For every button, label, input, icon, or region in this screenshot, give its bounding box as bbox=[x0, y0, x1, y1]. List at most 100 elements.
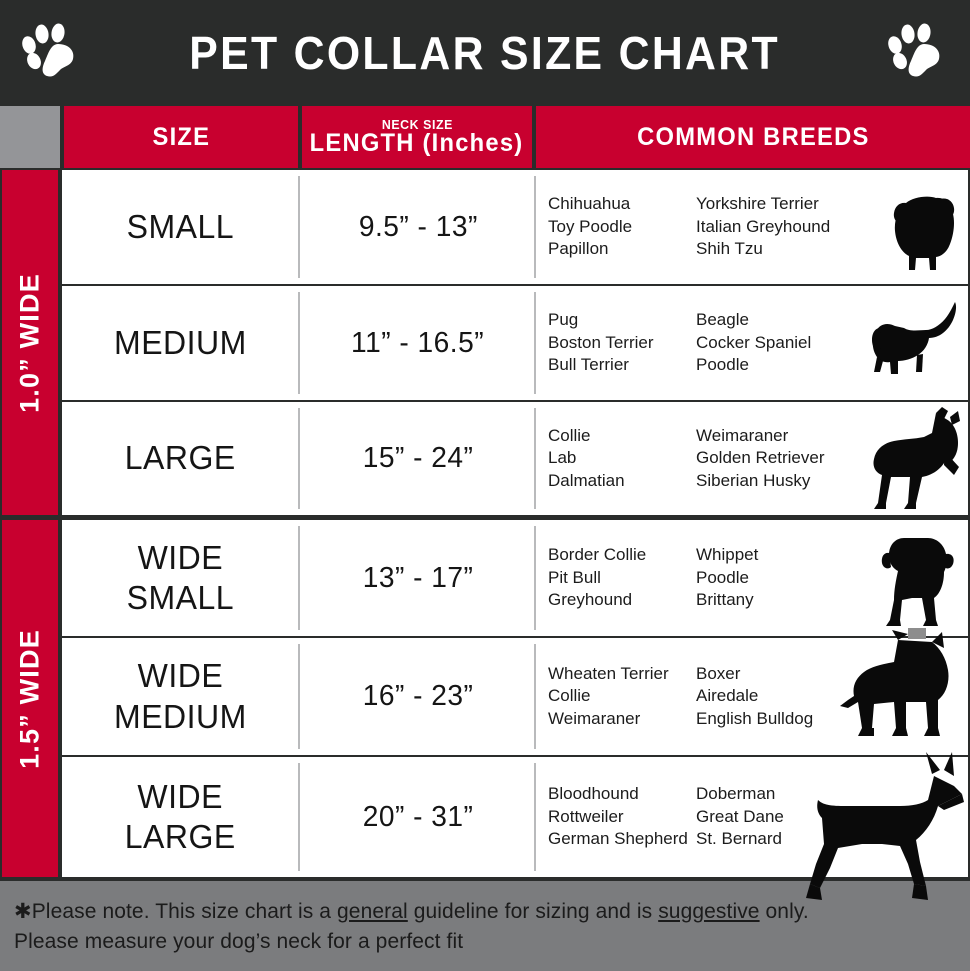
column-divider bbox=[298, 526, 300, 630]
breed-columns: Border Collie Pit Bull Greyhound Whippet… bbox=[548, 544, 856, 612]
footer-note-line-2: Please measure your dog’s neck for a per… bbox=[14, 930, 464, 954]
table-row[interactable]: LARGE 15” - 24” Collie Lab Dalmatian Wei… bbox=[62, 402, 968, 515]
row-breeds-cell: Bloodhound Rottweiler German Shepherd Do… bbox=[536, 757, 968, 877]
footer-line1-part-c: only. bbox=[759, 900, 809, 923]
column-divider bbox=[534, 408, 536, 509]
table-row[interactable]: MEDIUM 11” - 16.5” Pug Boston Terrier Bu… bbox=[62, 286, 968, 400]
row-size-label: SMALL bbox=[126, 207, 234, 245]
row-length-cell: 9.5” - 13” bbox=[302, 170, 534, 284]
breed-columns: Pug Boston Terrier Bull Terrier Beagle C… bbox=[548, 309, 856, 377]
table-row[interactable]: WIDE MEDIUM 16” - 23” Wheaten Terrier Co… bbox=[62, 638, 968, 755]
table-body: 1.0” WIDE 1.5” WIDE SMALL 9.5” - 13” Chi… bbox=[0, 168, 970, 881]
column-divider bbox=[298, 763, 300, 871]
column-header-breeds-label: COMMON BREEDS bbox=[636, 122, 870, 151]
breed-column-1: Wheaten Terrier Collie Weimaraner bbox=[548, 663, 669, 728]
row-size-label: WIDE MEDIUM bbox=[113, 657, 247, 735]
column-divider bbox=[534, 176, 536, 278]
column-divider bbox=[534, 644, 536, 749]
dog-silhouette bbox=[864, 407, 966, 511]
breed-column-1: Collie Lab Dalmatian bbox=[548, 425, 625, 490]
row-length-label: 13” - 17” bbox=[362, 561, 474, 594]
row-length-label: 15” - 24” bbox=[362, 442, 474, 474]
group-band-1-inch-wide-label: 1.0” WIDE bbox=[14, 272, 45, 413]
row-length-cell: 15” - 24” bbox=[302, 402, 534, 515]
table-row[interactable]: WIDE LARGE 20” - 31” Bloodhound Rottweil… bbox=[62, 757, 968, 877]
breed-columns: Wheaten Terrier Collie Weimaraner Boxer … bbox=[548, 663, 856, 731]
breed-column-1: Pug Boston Terrier Bull Terrier bbox=[548, 310, 654, 375]
row-breeds-cell: Border Collie Pit Bull Greyhound Whippet… bbox=[536, 520, 968, 636]
footer-line1-part-a: ✱Please note. This size chart is a bbox=[14, 900, 338, 923]
row-breeds-cell: Collie Lab Dalmatian Weimaraner Golden R… bbox=[536, 402, 968, 515]
column-divider bbox=[534, 763, 536, 871]
column-header-length-sublabel: NECK SIZE bbox=[381, 116, 453, 132]
breed-column-1: Bloodhound Rottweiler German Shepherd bbox=[548, 784, 688, 849]
pomeranian-silhouette-icon bbox=[893, 196, 955, 270]
dog-silhouette bbox=[860, 300, 966, 386]
column-header-length-label: LENGTH (Inches) bbox=[310, 129, 524, 158]
bulldog-silhouette-icon bbox=[881, 538, 954, 626]
column-header-size-label: SIZE bbox=[152, 122, 210, 151]
breed-columns: Collie Lab Dalmatian Weimaraner Golden R… bbox=[548, 425, 856, 493]
chart-title-bar: PET COLLAR SIZE CHART bbox=[0, 0, 970, 106]
column-divider bbox=[298, 292, 300, 394]
paw-print-icon bbox=[888, 23, 940, 77]
column-header-length: NECK SIZE LENGTH (Inches) bbox=[302, 106, 532, 168]
row-size-cell: LARGE bbox=[62, 402, 298, 515]
column-header-breeds: COMMON BREEDS bbox=[536, 106, 970, 168]
row-size-cell: WIDE LARGE bbox=[62, 757, 298, 877]
group-band-1-inch-wide: 1.0” WIDE bbox=[2, 170, 58, 515]
paw-print-icon bbox=[22, 23, 74, 77]
footer-emphasis-general: general bbox=[337, 900, 408, 923]
row-breeds-cell: Wheaten Terrier Collie Weimaraner Boxer … bbox=[536, 638, 968, 755]
breed-column-1: Border Collie Pit Bull Greyhound bbox=[548, 545, 647, 610]
row-size-cell: SMALL bbox=[62, 170, 298, 284]
row-length-cell: 13” - 17” bbox=[302, 520, 534, 636]
row-length-label: 20” - 31” bbox=[362, 800, 474, 833]
page-title: PET COLLAR SIZE CHART bbox=[189, 27, 781, 79]
breed-column-2: Boxer Airedale English Bulldog bbox=[696, 663, 814, 728]
column-header-size: SIZE bbox=[64, 106, 298, 168]
table-row[interactable]: SMALL 9.5” - 13” Chihuahua Toy Poodle Pa… bbox=[62, 170, 968, 284]
column-divider bbox=[298, 408, 300, 509]
row-size-cell: WIDE MEDIUM bbox=[62, 638, 298, 755]
breed-column-2: Doberman Great Dane St. Bernard bbox=[696, 784, 784, 849]
row-length-label: 16” - 23” bbox=[362, 680, 474, 712]
dog-silhouette bbox=[876, 528, 962, 628]
column-divider bbox=[534, 292, 536, 394]
shepherd-silhouette-icon bbox=[873, 407, 960, 509]
footer-line1-part-b: guideline for sizing and is bbox=[407, 900, 659, 923]
row-breeds-cell: Pug Boston Terrier Bull Terrier Beagle C… bbox=[536, 286, 968, 400]
row-size-label: WIDE LARGE bbox=[124, 777, 236, 855]
footer-note-line-1: ✱Please note. This size chart is a gener… bbox=[14, 897, 952, 927]
breed-column-2: Whippet Poodle Brittany bbox=[696, 545, 759, 610]
column-divider bbox=[298, 176, 300, 278]
footer-note: ✱Please note. This size chart is a gener… bbox=[0, 881, 970, 971]
row-size-label: MEDIUM bbox=[113, 323, 247, 361]
beagle-silhouette-icon bbox=[872, 302, 957, 374]
column-divider bbox=[534, 526, 536, 630]
breed-column-2: Weimaraner Golden Retriever Siberian Hus… bbox=[696, 425, 825, 490]
group-band-1-5-inch-wide-label: 1.5” WIDE bbox=[14, 628, 45, 769]
group-band-1-5-inch-wide: 1.5” WIDE bbox=[2, 520, 58, 877]
table-header-row: SIZE NECK SIZE LENGTH (Inches) COMMON BR… bbox=[0, 106, 970, 168]
row-length-cell: 20” - 31” bbox=[302, 757, 534, 877]
breed-column-2: Yorkshire Terrier Italian Greyhound Shih… bbox=[696, 194, 831, 259]
row-length-label: 11” - 16.5” bbox=[351, 326, 485, 359]
column-divider bbox=[298, 644, 300, 749]
row-length-label: 9.5” - 13” bbox=[358, 210, 478, 243]
breed-columns: Chihuahua Toy Poodle Papillon Yorkshire … bbox=[548, 193, 856, 261]
table-row[interactable]: WIDE SMALL 13” - 17” Border Collie Pit B… bbox=[62, 520, 968, 636]
footer-emphasis-suggestive: suggestive bbox=[658, 900, 760, 923]
row-size-label: WIDE SMALL bbox=[126, 538, 234, 616]
row-size-cell: WIDE SMALL bbox=[62, 520, 298, 636]
table-header-corner-cell bbox=[0, 106, 60, 168]
row-size-cell: MEDIUM bbox=[62, 286, 298, 400]
row-length-cell: 11” - 16.5” bbox=[302, 286, 534, 400]
row-breeds-cell: Chihuahua Toy Poodle Papillon Yorkshire … bbox=[536, 170, 968, 284]
breed-column-2: Beagle Cocker Spaniel Poodle bbox=[696, 310, 812, 375]
dog-silhouette bbox=[884, 190, 962, 276]
breed-columns: Bloodhound Rottweiler German Shepherd Do… bbox=[548, 783, 856, 851]
row-size-label: LARGE bbox=[124, 439, 236, 477]
row-length-cell: 16” - 23” bbox=[302, 638, 534, 755]
